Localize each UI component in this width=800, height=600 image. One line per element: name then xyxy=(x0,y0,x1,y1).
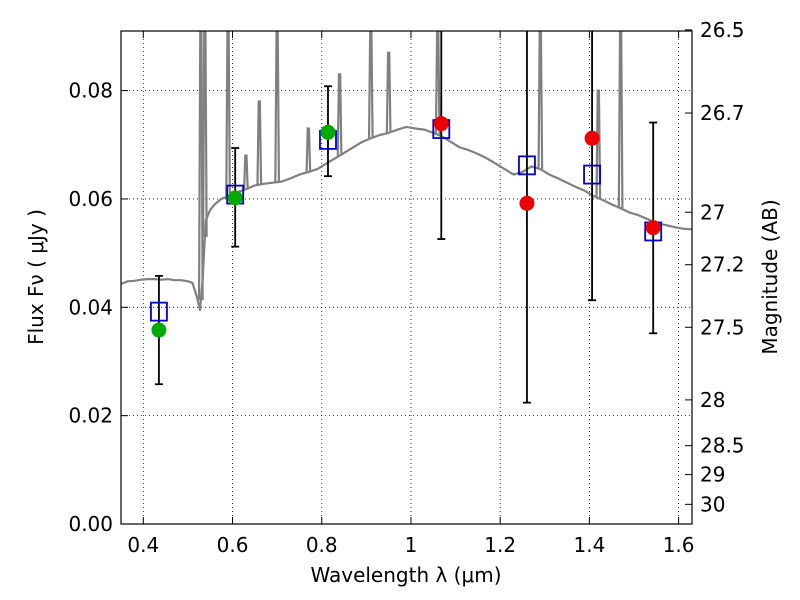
green-data-point xyxy=(227,190,243,206)
mag-tick-label: 29 xyxy=(700,463,725,487)
emission-line xyxy=(305,127,312,172)
emission-line xyxy=(385,51,392,133)
emission-line xyxy=(367,31,374,139)
green-data-point xyxy=(320,124,336,140)
x-tick-label: 0.4 xyxy=(127,533,159,557)
red-data-point xyxy=(584,130,600,146)
y-tick-label: 0.04 xyxy=(68,295,113,319)
mag-tick-label: 27 xyxy=(700,200,725,224)
axis-ticks: 0.4 0.6 0.8 1 1.2 1.4 1.6 0.00 0.02 0.04 0.06 0.08 2… xyxy=(68,18,744,557)
y-axis-label: Flux Fν ( μJy ) xyxy=(24,209,48,345)
model-spectrum xyxy=(121,31,692,312)
y-tick-label: 0.02 xyxy=(68,404,113,428)
green-data-point xyxy=(151,322,167,338)
mag-tick-label: 28 xyxy=(700,388,725,412)
x-tick-label: 1.4 xyxy=(573,533,605,557)
emission-line xyxy=(595,89,602,199)
model-box-marker xyxy=(518,155,536,176)
emission-line xyxy=(336,73,343,156)
plot-frame xyxy=(120,30,693,525)
emission-line xyxy=(225,31,231,197)
emission-line xyxy=(617,31,624,209)
y-tick-label: 0.00 xyxy=(68,512,113,536)
mag-tick-label: 28.5 xyxy=(700,434,745,458)
x-axis-label: Wavelength λ (μm) xyxy=(310,563,501,587)
emission-line xyxy=(197,31,204,301)
mag-tick-label: 27.2 xyxy=(700,253,745,277)
mag-tick-label: 26.7 xyxy=(700,101,745,125)
errorbars xyxy=(154,31,658,404)
x-tick-label: 0.6 xyxy=(217,533,249,557)
x-tick-label: 1.6 xyxy=(663,533,695,557)
emission-line xyxy=(256,100,263,185)
emission-line xyxy=(537,31,544,170)
mag-tick-label: 26.5 xyxy=(700,18,745,42)
model-box-marker xyxy=(583,164,601,185)
x-tick-label: 1.2 xyxy=(484,533,516,557)
red-data-point xyxy=(519,195,535,211)
red-data-point xyxy=(433,116,449,132)
spectrum-line xyxy=(121,125,692,312)
mag-tick-label: 27.5 xyxy=(700,315,745,339)
data-markers xyxy=(150,116,663,338)
y-tick-label: 0.08 xyxy=(68,79,113,103)
right-axis-label: Magnitude (AB) xyxy=(758,199,782,354)
mag-tick-label: 30 xyxy=(700,492,725,516)
red-data-point xyxy=(645,220,661,236)
x-tick-label: 1 xyxy=(405,533,418,557)
model-box-marker xyxy=(150,301,168,322)
emission-line xyxy=(201,31,208,237)
emission-line xyxy=(434,31,441,135)
x-tick-label: 0.8 xyxy=(306,533,338,557)
emission-line xyxy=(243,154,249,190)
y-tick-label: 0.06 xyxy=(68,187,113,211)
emission-line xyxy=(274,31,281,183)
